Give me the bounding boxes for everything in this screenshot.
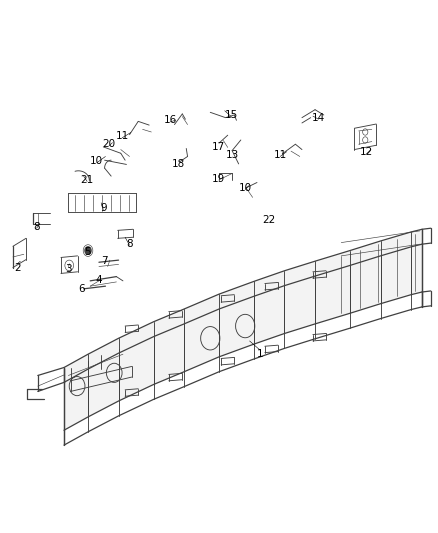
Text: 3: 3	[65, 264, 72, 274]
Polygon shape	[64, 354, 88, 430]
Text: 5: 5	[84, 247, 91, 257]
Polygon shape	[119, 322, 153, 401]
Text: 8: 8	[33, 222, 40, 232]
Text: 19: 19	[212, 174, 225, 184]
Text: 18: 18	[172, 159, 185, 169]
Polygon shape	[285, 261, 315, 334]
Text: 14: 14	[312, 112, 325, 123]
Text: 12: 12	[360, 147, 373, 157]
Text: 8: 8	[126, 239, 133, 248]
Circle shape	[85, 247, 91, 254]
Text: 21: 21	[81, 175, 94, 185]
Text: 1: 1	[257, 349, 264, 359]
Text: 11: 11	[273, 150, 287, 160]
Polygon shape	[411, 229, 422, 295]
Text: 11: 11	[116, 131, 129, 141]
Polygon shape	[153, 309, 184, 384]
Polygon shape	[88, 338, 119, 417]
Text: 15: 15	[225, 110, 238, 120]
Text: 6: 6	[78, 284, 85, 294]
Text: 16: 16	[163, 115, 177, 125]
Polygon shape	[315, 251, 350, 324]
Polygon shape	[350, 241, 381, 313]
Polygon shape	[381, 232, 411, 304]
Text: 22: 22	[263, 215, 276, 225]
Polygon shape	[254, 271, 285, 344]
Text: 17: 17	[212, 142, 225, 152]
Text: 10: 10	[239, 183, 252, 193]
Text: 9: 9	[100, 203, 106, 213]
Text: 10: 10	[90, 156, 103, 166]
Text: 2: 2	[14, 263, 21, 272]
Polygon shape	[219, 281, 254, 357]
Text: 13: 13	[226, 150, 239, 160]
Text: 4: 4	[95, 275, 102, 285]
Text: 20: 20	[102, 139, 116, 149]
Text: 7: 7	[101, 256, 108, 266]
Polygon shape	[184, 294, 219, 372]
